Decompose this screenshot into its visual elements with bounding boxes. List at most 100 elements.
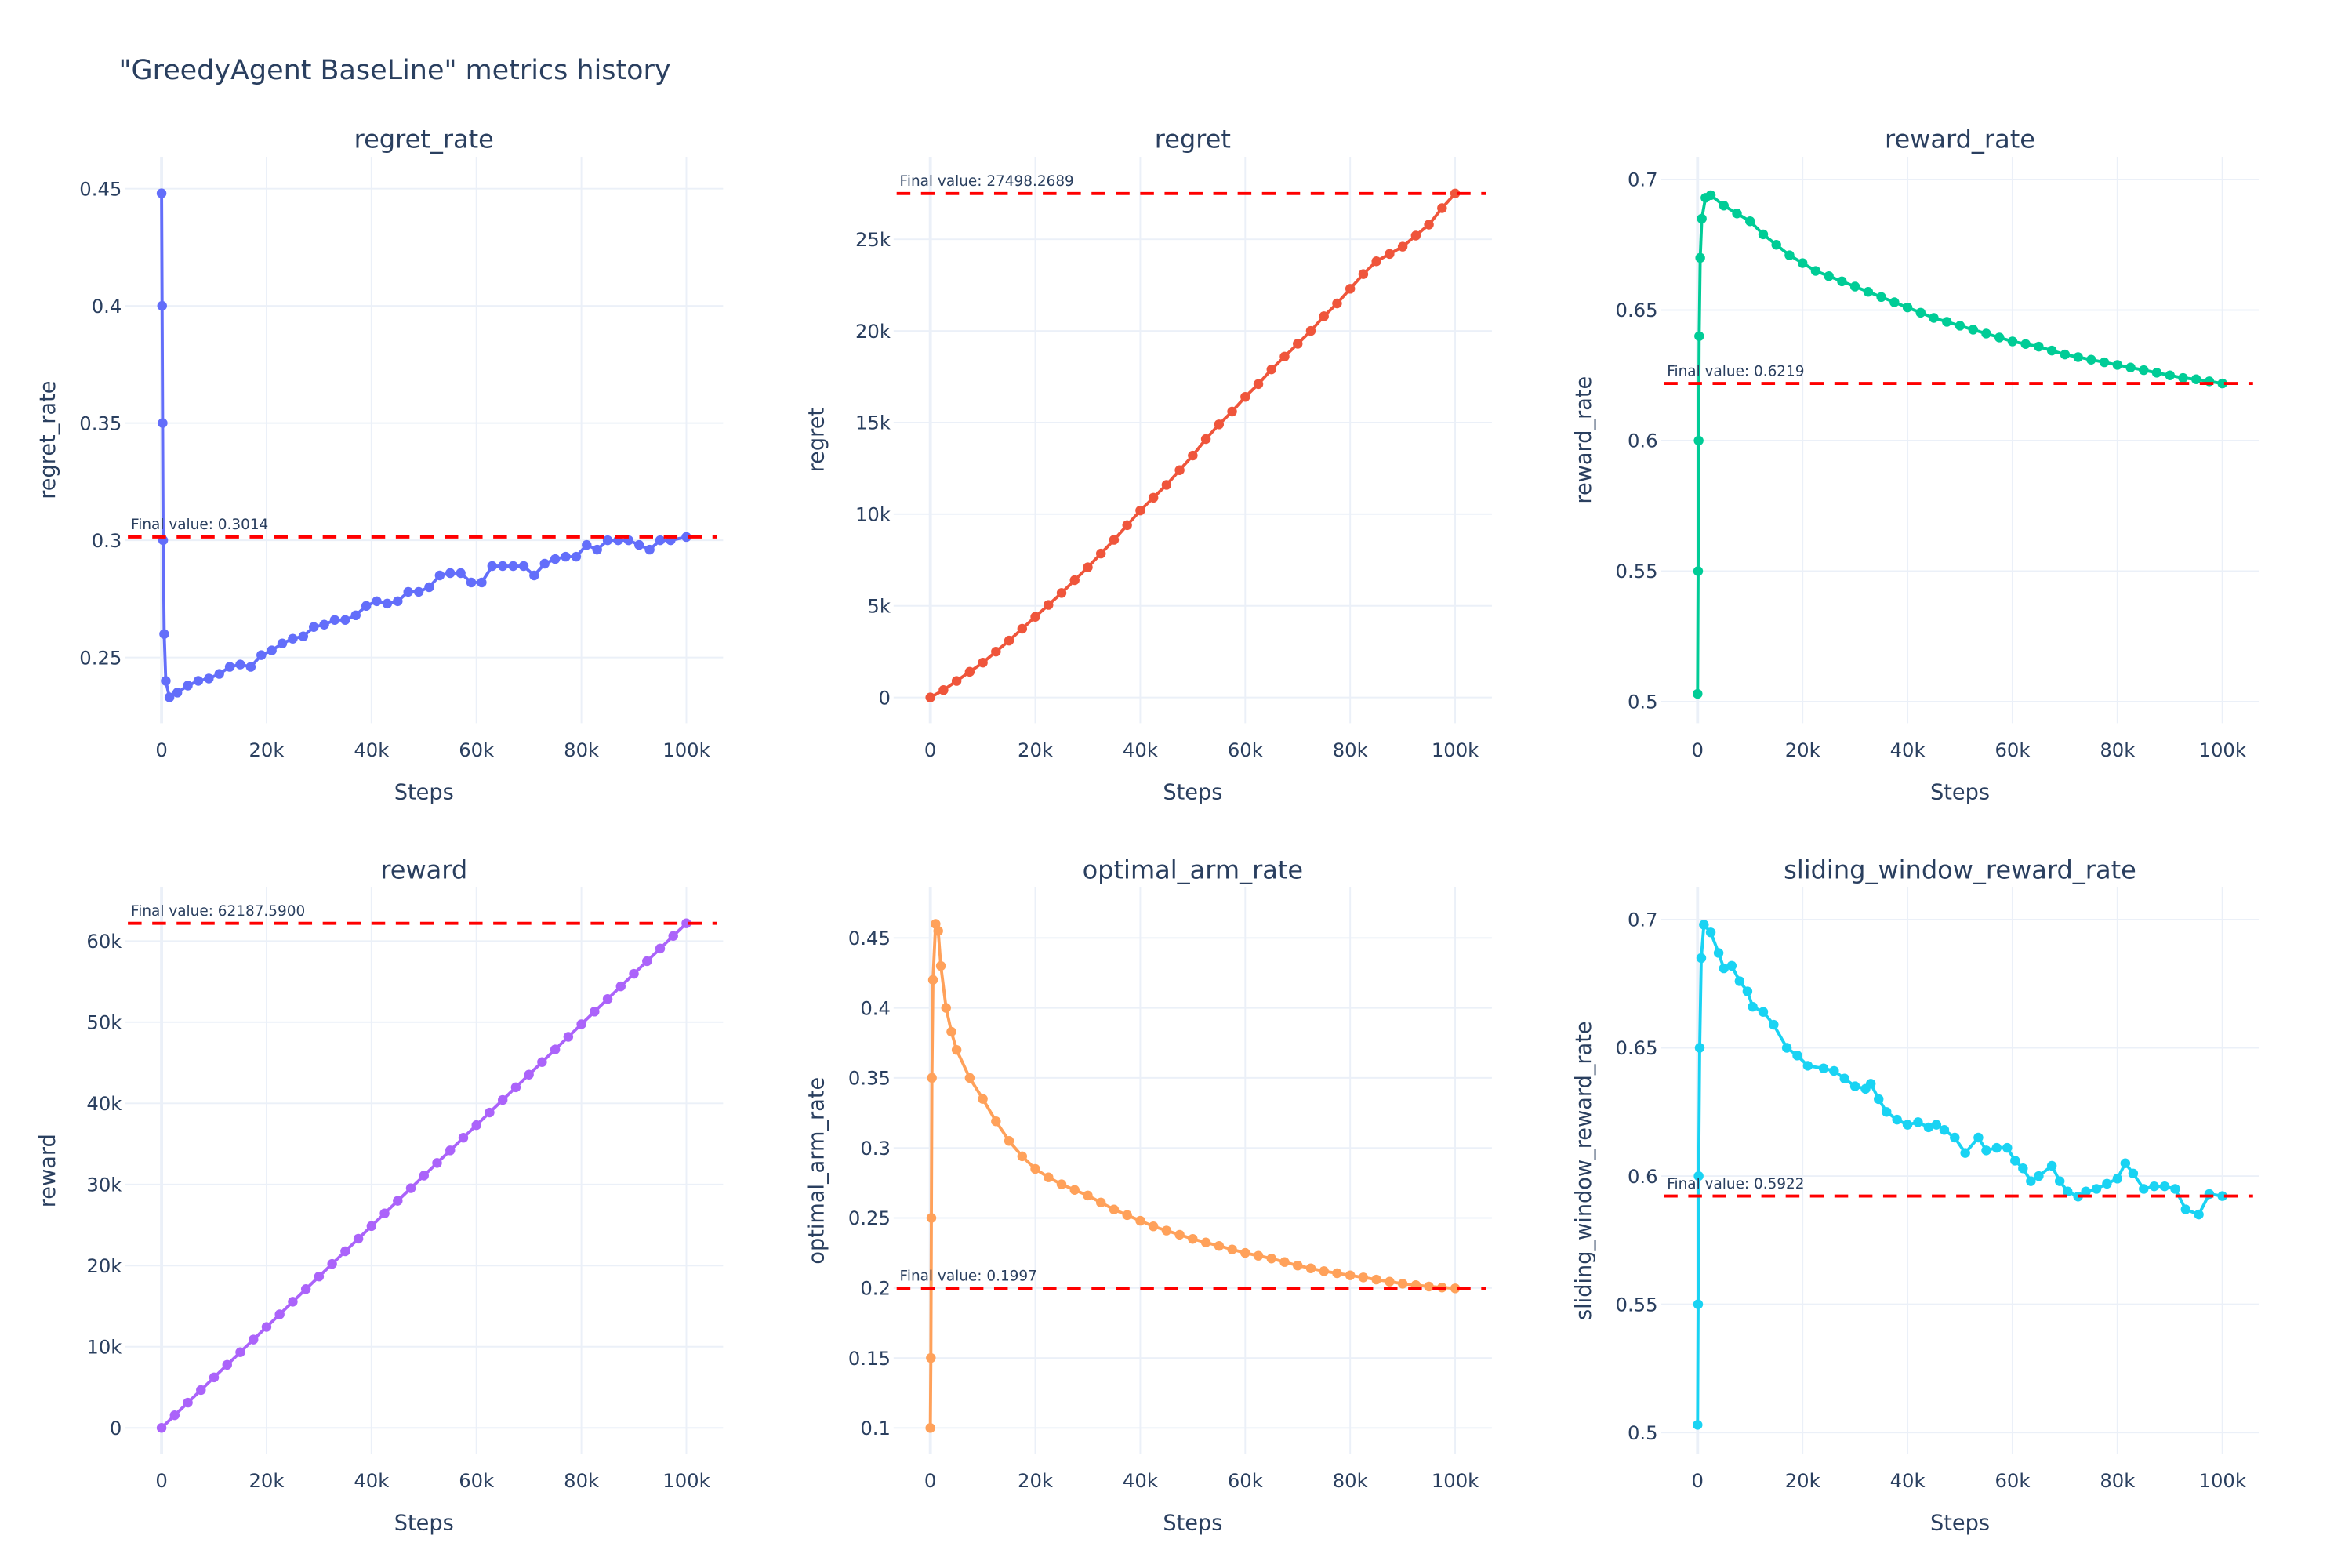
data-point <box>539 558 550 569</box>
x-tick-label: 20k <box>249 1469 284 1492</box>
data-point <box>1745 216 1755 227</box>
data-point <box>1148 1221 1159 1232</box>
data-point <box>602 535 613 546</box>
x-tick-label: 60k <box>459 1469 494 1492</box>
y-axis-title: sliding_window_reward_rate <box>1572 1021 1596 1320</box>
y-tick-label: 0.7 <box>1628 169 1658 191</box>
y-tick-label: 40k <box>86 1092 122 1115</box>
data-point <box>1397 1279 1408 1289</box>
data-point <box>1332 1268 1342 1279</box>
data-point <box>319 619 329 630</box>
data-point <box>1981 328 1991 339</box>
x-tick-label: 80k <box>2100 1469 2135 1492</box>
data-point <box>938 685 949 695</box>
data-point <box>1030 1163 1040 1174</box>
y-tick-label: 0.1 <box>860 1417 891 1439</box>
data-point <box>1200 1237 1211 1247</box>
data-point <box>1694 1043 1705 1053</box>
data-point <box>964 666 975 677</box>
data-point <box>1096 1197 1106 1208</box>
data-point <box>1096 548 1106 559</box>
data-point <box>1069 1185 1080 1195</box>
data-point <box>1784 250 1795 260</box>
data-point <box>2120 1158 2131 1168</box>
y-tick-label: 0.15 <box>848 1347 891 1370</box>
data-point <box>1913 1117 1923 1127</box>
x-tick-label: 20k <box>1018 1469 1053 1492</box>
data-point <box>2149 1181 2159 1192</box>
data-point <box>978 657 988 668</box>
x-tick-label: 60k <box>1228 1469 1263 1492</box>
data-point <box>456 568 466 579</box>
data-point <box>1694 331 1704 342</box>
data-point <box>261 1322 272 1332</box>
data-point <box>1713 948 1724 958</box>
data-point <box>1017 1151 1028 1162</box>
x-tick-label: 100k <box>2199 1469 2246 1492</box>
data-point <box>485 1107 495 1118</box>
data-point <box>2020 339 2031 349</box>
data-point <box>2217 1191 2227 1201</box>
data-point <box>978 1094 988 1104</box>
x-tick-label: 100k <box>662 739 710 761</box>
x-axis-title: Steps <box>1930 780 1990 804</box>
data-point <box>1915 307 1926 318</box>
data-point <box>169 1410 180 1421</box>
data-point <box>2063 1186 2073 1196</box>
data-point <box>1319 1266 1329 1276</box>
data-point <box>204 673 214 684</box>
data-point <box>2178 372 2188 383</box>
y-tick-label: 10k <box>855 503 891 526</box>
y-tick-label: 0.6 <box>1628 1165 1658 1188</box>
data-point <box>497 1094 508 1105</box>
data-point <box>477 577 487 588</box>
data-point <box>2112 1174 2123 1184</box>
data-point <box>2007 336 2018 347</box>
data-point <box>1955 321 1965 331</box>
data-point <box>2086 354 2096 365</box>
data-point <box>1332 298 1342 309</box>
data-point <box>1135 505 1145 516</box>
data-point <box>1293 339 1303 349</box>
x-tick-label: 20k <box>1785 739 1820 761</box>
data-point <box>1214 1240 1225 1251</box>
data-point <box>529 570 539 581</box>
data-point <box>668 931 678 942</box>
data-point <box>1122 520 1132 531</box>
data-point <box>946 1026 956 1037</box>
data-point <box>2112 360 2123 370</box>
data-point <box>1693 1171 1704 1181</box>
data-point <box>655 943 666 954</box>
data-point <box>941 1003 951 1013</box>
x-tick-label: 80k <box>1333 1469 1368 1492</box>
x-tick-label: 0 <box>155 739 167 761</box>
data-point <box>927 975 938 985</box>
data-point <box>1797 258 1808 268</box>
x-tick-label: 100k <box>1432 739 1479 761</box>
final-value-annotation: Final value: 62187.5900 <box>131 903 305 920</box>
y-tick-label: 20k <box>855 320 891 343</box>
data-point <box>1837 276 1847 287</box>
data-point <box>1695 252 1705 263</box>
y-tick-label: 0.55 <box>1616 560 1658 583</box>
data-point <box>327 1258 337 1269</box>
data-point <box>1109 1204 1120 1214</box>
data-point <box>1450 1283 1461 1294</box>
data-point <box>432 1158 442 1168</box>
data-point <box>2170 1184 2180 1194</box>
data-point <box>1902 302 1913 313</box>
y-tick-label: 30k <box>86 1174 122 1196</box>
data-point <box>298 631 309 641</box>
data-point <box>1693 688 1703 699</box>
data-point <box>927 1073 937 1083</box>
data-point <box>222 1359 232 1370</box>
y-tick-label: 0.4 <box>860 996 891 1019</box>
data-point <box>413 586 424 597</box>
data-point <box>196 1385 206 1396</box>
data-point <box>487 561 498 572</box>
data-point <box>209 1372 220 1383</box>
data-point <box>1994 332 2005 343</box>
data-point <box>224 662 235 672</box>
y-tick-label: 0.5 <box>1628 691 1658 713</box>
